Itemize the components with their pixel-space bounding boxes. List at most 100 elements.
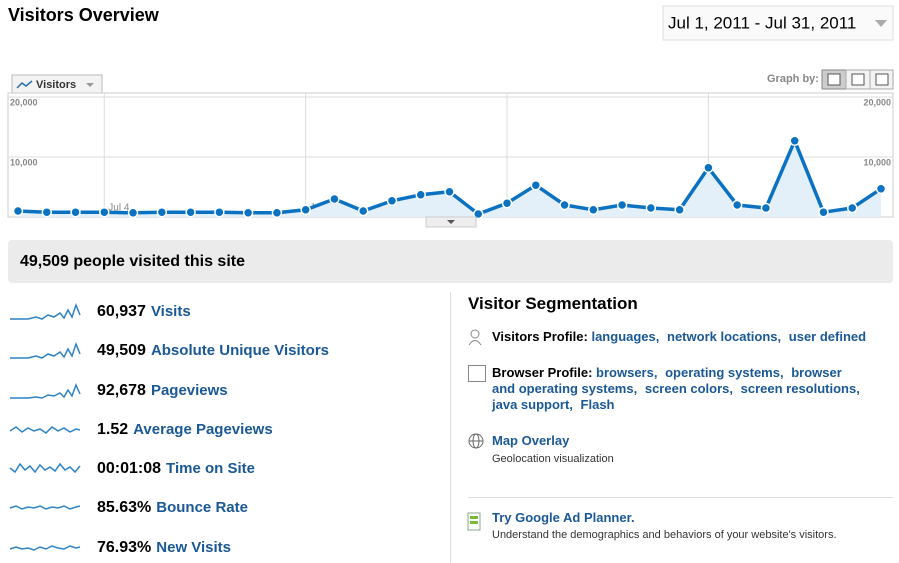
sparkline bbox=[10, 341, 81, 359]
metric-label[interactable]: Bounce Rate bbox=[156, 499, 248, 516]
point bbox=[214, 206, 225, 218]
segmentation-title: Visitor Segmentation bbox=[468, 294, 638, 313]
point bbox=[127, 207, 139, 219]
metric-row: 92,678 Pageviews bbox=[8, 376, 438, 406]
metric-label[interactable]: Pageviews bbox=[150, 382, 228, 399]
metric-line: 49,509 Absolute Unique Visitors bbox=[97, 342, 329, 360]
metric-value: 85.63% bbox=[97, 499, 152, 516]
metric-label[interactable]: Time on Site bbox=[166, 460, 255, 477]
divider bbox=[450, 292, 451, 563]
y-tick-label: 10,000 bbox=[10, 157, 38, 167]
globe-icon bbox=[468, 433, 484, 449]
point bbox=[70, 206, 81, 218]
metric-label[interactable]: Visits bbox=[150, 303, 191, 320]
visitors-profile: Visitors Profile: languages, network loc… bbox=[492, 329, 870, 345]
point bbox=[846, 202, 858, 214]
metric-label[interactable]: New Visits bbox=[156, 539, 232, 556]
point bbox=[185, 206, 196, 218]
segment-link[interactable]: screen colors, bbox=[644, 381, 733, 396]
ad-planner-description: Understand the demographics and behavior… bbox=[492, 529, 837, 541]
point bbox=[616, 199, 628, 211]
sparkline-path bbox=[10, 382, 81, 399]
metric-line: 92,678 Pageviews bbox=[97, 382, 228, 400]
links: browsers, operating systems, browser and… bbox=[492, 365, 864, 412]
browser-icon bbox=[468, 365, 486, 382]
tab-icon bbox=[16, 80, 33, 89]
metric-row: 00:01:08 Time on Site bbox=[8, 454, 438, 484]
icon bbox=[827, 73, 841, 86]
tab-arrow[interactable] bbox=[86, 83, 94, 87]
segment-link[interactable]: screen resolutions, bbox=[740, 381, 860, 396]
point bbox=[300, 204, 311, 216]
visitors-profile-label: Visitors Profile: bbox=[492, 329, 588, 344]
point bbox=[674, 204, 685, 216]
point bbox=[357, 205, 369, 217]
point bbox=[530, 179, 542, 191]
segment-link[interactable]: Flash bbox=[580, 397, 615, 412]
metric-value: 76.93% bbox=[97, 539, 152, 556]
point bbox=[818, 206, 829, 218]
y-tick-label: 20,000 bbox=[10, 97, 38, 107]
point bbox=[415, 189, 426, 201]
sparkline bbox=[9, 545, 81, 551]
sparkline-path bbox=[9, 426, 81, 434]
segment-link[interactable]: languages, bbox=[591, 329, 660, 344]
map-overlay-description: Geolocation visualization bbox=[492, 453, 614, 465]
point bbox=[242, 207, 254, 219]
segment-link[interactable]: operating systems, bbox=[665, 365, 784, 380]
point bbox=[588, 204, 599, 216]
metric-value: 1.52 bbox=[97, 421, 129, 438]
metric-row: 76.93% New Visits bbox=[8, 533, 438, 563]
graph-by-buttons bbox=[821, 69, 894, 90]
sparkline bbox=[10, 302, 81, 320]
metric-label[interactable]: Average Pageviews bbox=[133, 421, 273, 438]
planner-icon bbox=[467, 512, 481, 531]
point bbox=[645, 202, 657, 214]
segment-link[interactable]: java support, bbox=[492, 397, 573, 412]
icon bbox=[875, 73, 889, 86]
toggle-arrow[interactable] bbox=[447, 220, 455, 224]
metric-label[interactable]: Absolute Unique Visitors bbox=[150, 342, 330, 359]
point bbox=[12, 205, 24, 217]
segment-link[interactable]: browsers, bbox=[596, 365, 658, 380]
metric-line: 85.63% Bounce Rate bbox=[97, 499, 248, 517]
tab-label[interactable]: Visitors bbox=[36, 79, 76, 91]
map-overlay-link[interactable]: Map Overlay bbox=[492, 433, 570, 448]
dropdown-arrow[interactable] bbox=[875, 20, 887, 27]
date-box[interactable] bbox=[662, 5, 894, 41]
point bbox=[156, 206, 168, 218]
page-title: Visitors Overview bbox=[8, 5, 160, 25]
sparkline bbox=[9, 505, 81, 510]
summary-text: 49,509 people visited this site bbox=[20, 253, 245, 270]
point bbox=[875, 183, 887, 195]
date-range[interactable]: Jul 1, 2011 - Jul 31, 2011 bbox=[668, 13, 856, 32]
metric-value: 60,937 bbox=[97, 303, 146, 320]
segment-link[interactable]: network locations, bbox=[667, 329, 782, 344]
metric-line: 60,937 Visits bbox=[97, 303, 191, 321]
date-picker[interactable]: Jul 1, 2011 - Jul 31, 2011 bbox=[662, 5, 894, 41]
graph-by-label: Graph by: bbox=[767, 73, 819, 85]
x-tick-label: Jul 4 bbox=[108, 203, 130, 214]
metric-tab[interactable]: Visitors bbox=[11, 74, 103, 95]
collapse-toggle[interactable] bbox=[425, 216, 477, 228]
metric-value: 92,678 bbox=[97, 382, 146, 399]
ad-planner-link[interactable]: Try Google Ad Planner. bbox=[492, 510, 635, 525]
separator bbox=[468, 497, 893, 498]
metric-row: 49,509 Absolute Unique Visitors bbox=[8, 336, 438, 366]
point bbox=[501, 197, 513, 209]
sparkline-path bbox=[9, 545, 81, 551]
sparkline-path bbox=[10, 341, 81, 359]
ad-planner: Try Google Ad Planner. Understand the de… bbox=[492, 510, 837, 543]
point bbox=[703, 162, 714, 174]
segment-link[interactable]: browser and operating systems, bbox=[492, 365, 842, 396]
segment-link[interactable]: user defined bbox=[788, 329, 867, 344]
browser-profile-label: Browser Profile: bbox=[492, 365, 593, 380]
metric-value: 00:01:08 bbox=[97, 460, 162, 477]
icon bbox=[851, 73, 865, 86]
links: languages, network locations, user defin… bbox=[591, 329, 870, 344]
metric-row: 1.52 Average Pageviews bbox=[8, 415, 438, 445]
metric-value: 49,509 bbox=[97, 342, 146, 359]
point bbox=[444, 186, 455, 198]
area bbox=[18, 140, 881, 217]
